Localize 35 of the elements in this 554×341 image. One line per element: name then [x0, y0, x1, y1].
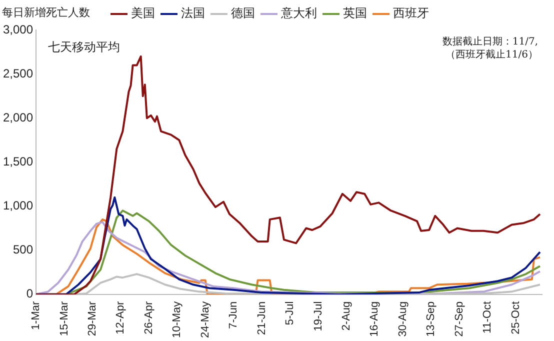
legend-label: 英国 — [343, 6, 367, 20]
x-tick-label: 7-Jun — [228, 301, 240, 329]
chart-title: 每日新增死亡人数 — [2, 5, 90, 20]
legend-label: 法国 — [181, 6, 205, 20]
y-tick-label: 2,000 — [3, 110, 34, 124]
x-tick-label: 2-Aug — [340, 301, 352, 331]
x-tick-label: 26-Apr — [142, 301, 155, 334]
x-tick-label: 29-Mar — [86, 300, 99, 336]
x-tick-label: 1-Mar — [30, 300, 42, 330]
annotation: （西班牙截止11/6） — [446, 48, 538, 61]
y-tick-label: 1,500 — [3, 154, 34, 168]
legend-label: 西班牙 — [393, 6, 429, 20]
y-tick-label: 2,500 — [3, 66, 34, 80]
y-tick-label: 1,000 — [3, 198, 34, 213]
x-tick-label: 25-Oct — [510, 301, 522, 334]
annotation: 七天移动平均 — [48, 40, 120, 54]
x-tick-label: 21-Jun — [256, 301, 268, 335]
x-tick-label: 11-Oct — [482, 301, 494, 334]
x-tick-label: 16-Aug — [368, 301, 381, 337]
x-tick-label: 15-Mar — [58, 300, 70, 336]
y-tick-label: 3,000 — [3, 22, 34, 36]
y-tick-label: 0 — [26, 286, 34, 301]
legend-label: 德国 — [231, 6, 255, 20]
x-tick-label: 27-Sep — [453, 301, 466, 337]
x-tick-label: 24-May — [199, 300, 212, 338]
x-tick-label: 10-May — [171, 300, 184, 338]
x-tick-label: 13-Sep — [425, 301, 438, 337]
legend-label: 美国 — [131, 6, 155, 20]
x-tick-label: 30-Aug — [396, 301, 409, 337]
x-tick-label: 5-Jul — [284, 301, 296, 326]
annotation: 数据截止日期：11/7, — [442, 36, 538, 48]
y-tick-label: 500 — [13, 242, 34, 257]
x-tick-label: 12-Apr — [114, 301, 127, 334]
x-tick-label: 19-Jul — [312, 301, 324, 332]
legend-label: 意大利 — [280, 6, 317, 20]
